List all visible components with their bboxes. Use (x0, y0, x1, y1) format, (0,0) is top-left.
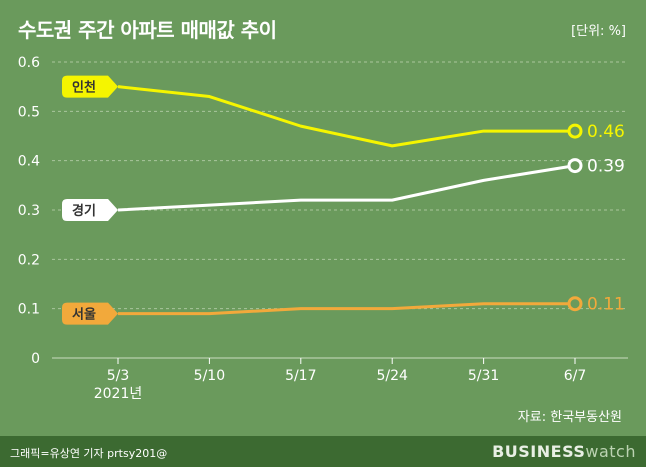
graphic-credit: 그래픽=유상연 기자 prtsy201@ (10, 447, 168, 460)
series-line (117, 85, 575, 148)
y-tick-label: 0.6 (18, 55, 40, 71)
footer-bar: 그래픽=유상연 기자 prtsy201@ BUSINESSwatch (0, 436, 646, 467)
x-tick-label: 5/3 (107, 368, 130, 384)
brand-bold: BUSINESS (492, 442, 586, 461)
unit-label: [단위: %] (571, 24, 626, 39)
end-point-marker (567, 123, 583, 139)
x-tick-label: 5/10 (194, 368, 225, 384)
x-tick-sublabel: 2021년 (94, 386, 143, 402)
line-chart: 0 0.1 0.2 0.3 0.4 0.5 0.6 5/3 5/10 5/17 5/24 5/31 6… (18, 55, 628, 402)
y-tick-label: 0.4 (18, 154, 40, 170)
y-tick-label: 0.2 (18, 252, 40, 268)
y-axis-ticks: 0 0.1 0.2 0.3 0.4 0.5 0.6 (18, 55, 40, 367)
end-value-label: 0.46 (587, 122, 625, 142)
y-tick-label: 0.3 (18, 203, 40, 219)
x-tick-label: 5/17 (285, 368, 316, 384)
y-tick-label: 0.1 (18, 302, 40, 318)
end-point-marker (567, 158, 583, 174)
series-lines: 인천 0.46 경기 0.39 서울 0.11 (62, 75, 625, 325)
chart-title: 수도권 주간 아파트 매매값 추이 (18, 18, 277, 42)
brand-logo: BUSINESSwatch (492, 442, 636, 461)
y-tick-label: 0.5 (18, 104, 40, 120)
end-value-label: 0.11 (587, 295, 625, 315)
source-note: 자료: 한국부동산원 (517, 410, 622, 425)
series-name-label: 경기 (72, 203, 96, 219)
series-name-label: 인천 (72, 80, 96, 96)
series-line (118, 302, 575, 316)
x-tick-label: 5/31 (468, 368, 499, 384)
end-value-label: 0.39 (587, 157, 625, 177)
series-label-tag (62, 302, 118, 325)
series-label-tag (62, 75, 118, 98)
x-tick-label: 6/7 (564, 368, 587, 384)
series-name-label: 서울 (72, 307, 96, 323)
x-tick-label: 5/24 (376, 368, 408, 384)
series-label-tag (62, 199, 118, 221)
x-axis-ticks: 5/3 5/10 5/17 5/24 5/31 6/7 2021년 (94, 358, 587, 402)
end-point-marker (567, 296, 583, 312)
series-line (117, 164, 576, 212)
brand-light: watch (585, 442, 636, 461)
y-tick-label: 0 (31, 351, 40, 367)
